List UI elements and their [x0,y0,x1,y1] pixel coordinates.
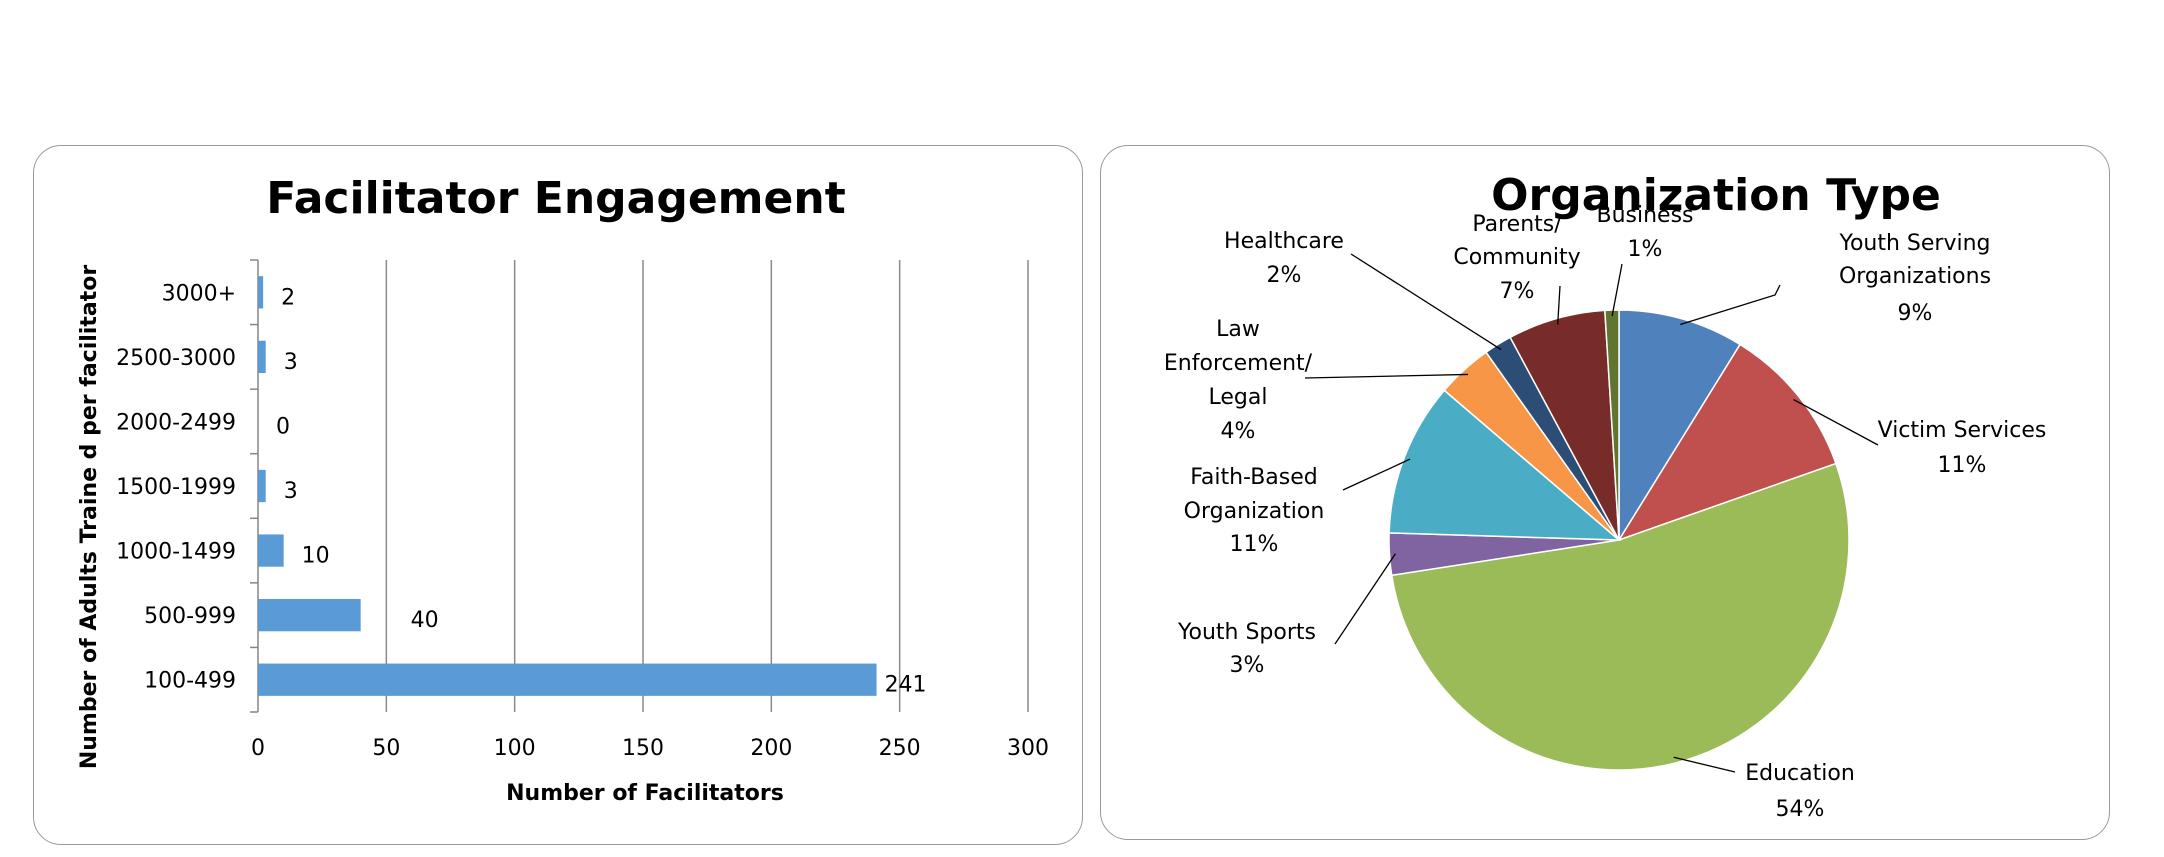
x-tick-label: 150 [622,736,664,761]
pie-leader-line [1680,284,1781,326]
pie-slice-label: Business [1596,203,1693,228]
bar [258,599,361,632]
pie-leader-line [1611,263,1623,317]
pie-slice-percent: 54% [1776,797,1825,822]
bar-data-label: 241 [885,673,927,698]
pie-slice [1390,462,1850,771]
bar-data-label: 2 [281,285,295,310]
bar-data-label: 10 [302,544,330,569]
pie-slice-percent: 11% [1230,532,1279,557]
y-category-label: 2000-2499 [116,410,236,435]
y-category-label: 3000+ [162,281,236,306]
pie-slice-label: Youth Sports [1177,620,1316,645]
pie-slice-label: Community [1453,245,1580,270]
pie-slice-label: Legal [1209,385,1268,410]
pie-slice-label: Parents/ [1472,212,1562,237]
pie-slice-label: Youth Serving [1838,231,1990,256]
bar [258,663,877,696]
pie-slice-percent: 4% [1221,419,1256,444]
pie-leader-line [1673,756,1736,773]
pie-slice-label: Education [1745,761,1855,786]
pie-slice-percent: 9% [1898,301,1933,326]
x-tick-label: 200 [750,736,792,761]
bar-data-label: 0 [276,414,290,439]
pie-slice-label: Faith-Based [1190,465,1318,490]
bar-data-label: 40 [411,608,439,633]
x-tick-label: 0 [251,736,265,761]
pie-slice-label: Victim Services [1878,418,2047,443]
bar-chart-panel [33,145,1083,845]
pie-chart-labels: Youth Serving Organizations 9% Victim Servi… [1164,203,2046,822]
bar [258,469,266,503]
y-category-label: 100-499 [144,669,236,694]
pie-slice-percent: 11% [1938,453,1987,478]
bar [258,534,284,567]
pie-slice-percent: 3% [1230,653,1265,678]
bar-data-label: 3 [284,479,298,504]
pie-slice-percent: 1% [1628,237,1663,262]
x-tick-label: 250 [879,736,921,761]
pie-slice [1618,309,1742,543]
pie-slice-label: Organizations [1839,264,1991,289]
pie-leader-line [1304,373,1469,379]
y-category-label: 2500-3000 [116,346,236,371]
bar-chart-title: Facilitator Engagement [266,173,845,224]
pie-leader-line [1350,253,1502,351]
pie-leader-line [1334,553,1396,645]
bar-data-label: 3 [284,350,298,375]
pie-slice-label: Law [1216,317,1260,342]
pie-slice-label: Enforcement/ [1164,351,1313,376]
bar [258,276,264,309]
pie-slice [1617,343,1837,542]
pie-slice-label: Organization [1184,499,1325,524]
x-tick-label: 100 [494,736,536,761]
pie-slice [1388,389,1622,541]
pie-slice-label: Healthcare [1224,229,1344,254]
bar-chart-grid: 0 50 100 150 200 250 300 [250,259,1049,761]
y-category-label: 1000-1499 [116,540,236,565]
pie-slice-percent: 7% [1500,279,1535,304]
x-tick-label: 300 [1007,736,1049,761]
y-category-label: 500-999 [144,604,236,629]
pie-slice [1604,309,1620,541]
pie-slice-percent: 2% [1267,263,1302,288]
x-tick-label: 50 [372,736,400,761]
pie-chart-title: Organization Type [1491,170,1941,221]
pie-leader-line [1793,398,1879,446]
bar-chart-x-axis-label: Number of Facilitators [506,781,784,806]
bar-chart-y-axis-label: Number of Adults Traine d per facilitato… [77,265,102,769]
pie-leader-line [1557,285,1561,325]
bar-chart-marks: 3000+ 2 2500-3000 3 2000-2499 0 1500-1999 3 1000… [116,276,927,698]
pie-leader-line [1342,458,1411,491]
y-category-label: 1500-1999 [116,475,236,500]
pie-chart-slices [1388,309,1850,771]
bar [258,340,266,373]
